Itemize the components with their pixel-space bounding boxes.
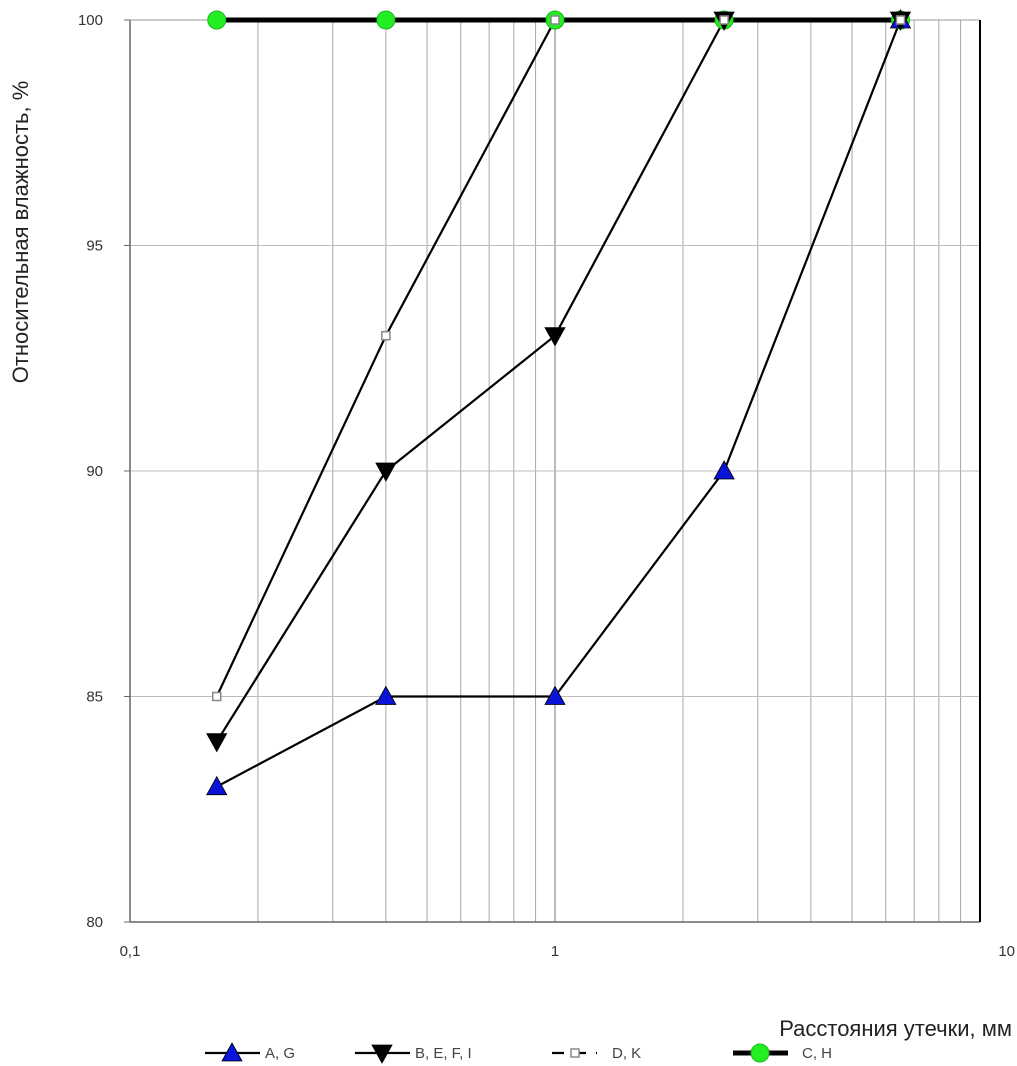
legend: A, G B, E, F, I D, K C, H	[205, 1042, 832, 1064]
y-tick-label: 85	[86, 689, 103, 706]
legend-marker	[570, 1048, 580, 1058]
data-point-d-k	[895, 15, 906, 25]
data-point-d-k	[381, 330, 391, 341]
data-point-a-g	[206, 775, 228, 796]
legend-label: A, G	[265, 1045, 295, 1062]
marker-layer	[206, 9, 912, 796]
legend-item-a-g: A, G	[205, 1042, 295, 1062]
y-tick-label: 100	[78, 12, 103, 29]
data-point-a-g	[375, 685, 397, 705]
data-point-d-k	[550, 15, 560, 25]
x-tick-label: 0,1	[120, 943, 141, 960]
x-tick-label: 1	[551, 943, 559, 960]
legend-marker	[750, 1043, 770, 1063]
data-point-d-k	[212, 691, 222, 702]
y-tick-label: 80	[86, 914, 103, 931]
tick-labels: 80 85 90 95 100 0,1 1 10	[78, 12, 1015, 960]
grid	[130, 20, 980, 922]
legend-item-b-e-f-i: B, E, F, I	[355, 1044, 472, 1064]
legend-label: D, K	[612, 1045, 641, 1062]
data-point-b-e-f-i	[375, 462, 397, 482]
data-point-b-e-f-i	[206, 733, 228, 753]
data-point-c-h	[207, 10, 227, 30]
y-tick-label: 95	[86, 238, 103, 255]
legend-item-c-h: C, H	[733, 1043, 832, 1063]
legend-marker	[221, 1042, 243, 1062]
x-tick-label: 10	[998, 943, 1015, 960]
legend-label: B, E, F, I	[415, 1045, 472, 1062]
x-axis-title: Расстояния утечки, мм	[779, 1016, 1012, 1041]
y-tick-label: 90	[86, 463, 103, 480]
legend-label: C, H	[802, 1045, 832, 1062]
data-point-b-e-f-i	[544, 327, 566, 347]
data-point-d-k	[719, 15, 729, 25]
data-point-a-g	[544, 685, 566, 705]
legend-marker	[371, 1044, 393, 1064]
legend-item-d-k: D, K	[552, 1045, 641, 1062]
data-point-c-h	[376, 10, 396, 30]
data-point-a-g	[713, 460, 735, 480]
y-axis-title: Относительная влажность, %	[8, 81, 33, 384]
